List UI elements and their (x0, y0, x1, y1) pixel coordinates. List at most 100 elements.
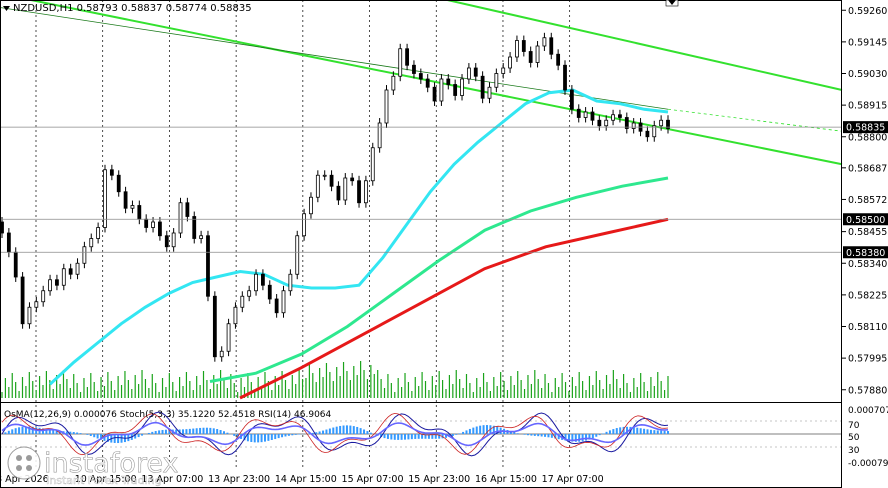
indicator-tick-label: 70 (848, 421, 860, 431)
instaforex-logo-icon (7, 446, 41, 480)
scroll-marker[interactable] (665, 0, 679, 7)
y-tick-label: 0.59145 (848, 37, 887, 48)
candle-body (219, 350, 224, 358)
ma-red-line (239, 217, 669, 400)
candle-body (158, 221, 162, 237)
candle-body (103, 169, 107, 228)
chart-title: NZDUSD,H1 0.58793 0.58837 0.58774 0.5883… (13, 3, 252, 14)
candle-body (604, 119, 609, 127)
candle-body (13, 251, 18, 278)
y-tick-label: 0.59030 (848, 69, 887, 80)
watermark-brand: instaforex (44, 448, 178, 479)
candle-body (322, 174, 327, 177)
ma-green-line (209, 176, 669, 383)
candle-body (659, 119, 664, 127)
candle-body (144, 218, 149, 228)
candle-body (295, 235, 300, 275)
price-highlight-label: 0.58500 (846, 215, 885, 226)
y-tick-label: 0.58110 (848, 322, 887, 333)
candle-body (412, 64, 416, 74)
y-tick-label: 0.58687 (848, 163, 887, 174)
shift-marker-icon (668, 0, 676, 5)
candle-body (96, 227, 101, 239)
candle-body (68, 268, 73, 275)
candle-body (494, 73, 499, 88)
x-tick-label: 8 Apr 2026 (0, 474, 49, 485)
candle-body (343, 177, 348, 201)
candle-body (274, 298, 279, 314)
y-tick-label: 0.58455 (848, 227, 887, 238)
candle-body (20, 276, 25, 325)
candle-body (418, 73, 423, 80)
price-highlight-label: 0.58835 (846, 123, 885, 134)
candle-body (618, 114, 622, 118)
candle-body (171, 232, 176, 248)
indicator-tick-label: 0.000707 (848, 406, 888, 416)
candle-body (652, 125, 657, 138)
candle-body (480, 75, 485, 99)
y-tick-label: 0.58225 (848, 290, 887, 301)
y-tick-label: 0.59260 (848, 6, 887, 17)
x-tick-label: 17 Apr 07:00 (542, 474, 604, 485)
channel-upper-line (442, 0, 843, 91)
candle-body (109, 169, 114, 176)
candle-body (55, 279, 59, 286)
x-tick-label: 14 Apr 15:00 (275, 474, 337, 485)
candle-body (453, 84, 458, 96)
candle-body (226, 323, 231, 352)
candle-body (178, 202, 183, 234)
x-tick-label: 10 Apr 15:00 (75, 474, 137, 485)
candle-body (281, 290, 286, 314)
triangle-down-icon (3, 6, 10, 11)
candle-body (261, 273, 265, 286)
candle-body (27, 306, 32, 325)
candle-body (61, 268, 66, 286)
indicator-header: OsMA(12,26,9) 0.000076 Stoch(5,3,3) 35.1… (4, 410, 332, 420)
candle-body (611, 114, 615, 121)
candle-body (288, 273, 293, 292)
y-tick-label: 0.58800 (848, 132, 887, 143)
candle-body (89, 238, 94, 248)
candle-body (521, 40, 526, 52)
candle-body (391, 75, 396, 91)
candle-body (439, 78, 444, 102)
y-tick-label: 0.58572 (848, 195, 887, 206)
indicator-tick-label: 50 (848, 433, 860, 443)
candle-body (309, 196, 313, 215)
candle-body (666, 119, 670, 129)
candle-body (597, 119, 602, 127)
price-highlight-label: 0.58380 (846, 248, 885, 259)
candle-body (556, 53, 561, 66)
candle-body (487, 86, 492, 99)
candle-body (576, 108, 581, 118)
y-tick-label: 0.58915 (848, 101, 887, 112)
candle-body (240, 295, 245, 308)
candle-body (302, 213, 307, 237)
candle-body (363, 180, 368, 204)
candle-body (41, 290, 46, 303)
candle-body (116, 174, 121, 193)
candle-body (535, 45, 540, 63)
candle-body (329, 174, 334, 187)
candle-body (446, 78, 451, 85)
candle-body (528, 51, 533, 63)
candle-body (466, 67, 471, 80)
price-highlight-box (843, 121, 888, 134)
candle-body (515, 40, 519, 58)
candle-body (425, 78, 430, 88)
price-levels: 0.58835 0.58500 0.58380 (0, 121, 888, 259)
candle-body (48, 279, 52, 292)
candle-body (398, 48, 403, 77)
candle-body (370, 147, 375, 182)
price-highlight-box (843, 246, 888, 259)
candle-body (542, 37, 547, 47)
candle-body (350, 177, 355, 182)
candle-body (508, 56, 512, 69)
candle-body (549, 37, 554, 55)
candle-body (75, 262, 80, 275)
candle-body (199, 235, 204, 239)
indicator-tick-label: -0.000790 (848, 459, 888, 469)
candle-body (315, 174, 320, 198)
